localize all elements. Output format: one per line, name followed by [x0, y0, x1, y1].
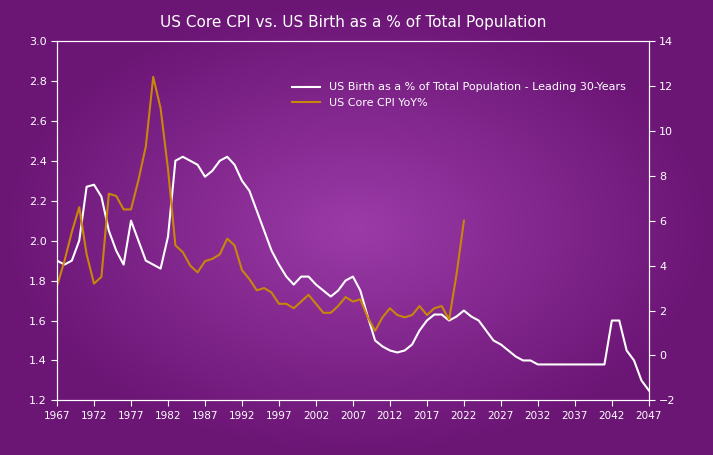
Legend: US Birth as a % of Total Population - Leading 30-Years, US Core CPI YoY%: US Birth as a % of Total Population - Le… [292, 82, 625, 108]
US Birth as a % of Total Population - Leading 30-Years [645, 388, 653, 393]
US Core CPI YoY% [378, 314, 386, 320]
US Core CPI YoY% [327, 310, 335, 315]
US Birth as a % of Total Population - Leading 30-Years [593, 362, 601, 367]
US Birth as a % of Total Population - Leading 30-Years [386, 348, 394, 353]
US Core CPI YoY% [149, 74, 158, 80]
US Core CPI YoY% [371, 328, 379, 334]
US Birth as a % of Total Population - Leading 30-Years [570, 362, 579, 367]
US Birth as a % of Total Population - Leading 30-Years [496, 342, 505, 347]
US Birth as a % of Total Population - Leading 30-Years [430, 312, 438, 317]
US Birth as a % of Total Population - Leading 30-Years [53, 258, 61, 263]
US Birth as a % of Total Population - Leading 30-Years [178, 154, 187, 160]
US Core CPI YoY% [289, 306, 298, 311]
Line: US Core CPI YoY%: US Core CPI YoY% [57, 77, 464, 331]
Title: US Core CPI vs. US Birth as a % of Total Population: US Core CPI vs. US Birth as a % of Total… [160, 15, 546, 30]
US Core CPI YoY% [53, 283, 61, 288]
US Core CPI YoY% [60, 258, 68, 264]
US Birth as a % of Total Population - Leading 30-Years [541, 362, 550, 367]
US Core CPI YoY% [208, 256, 217, 262]
US Core CPI YoY% [460, 218, 468, 223]
Line: US Birth as a % of Total Population - Leading 30-Years: US Birth as a % of Total Population - Le… [57, 157, 649, 390]
US Core CPI YoY% [312, 301, 320, 307]
